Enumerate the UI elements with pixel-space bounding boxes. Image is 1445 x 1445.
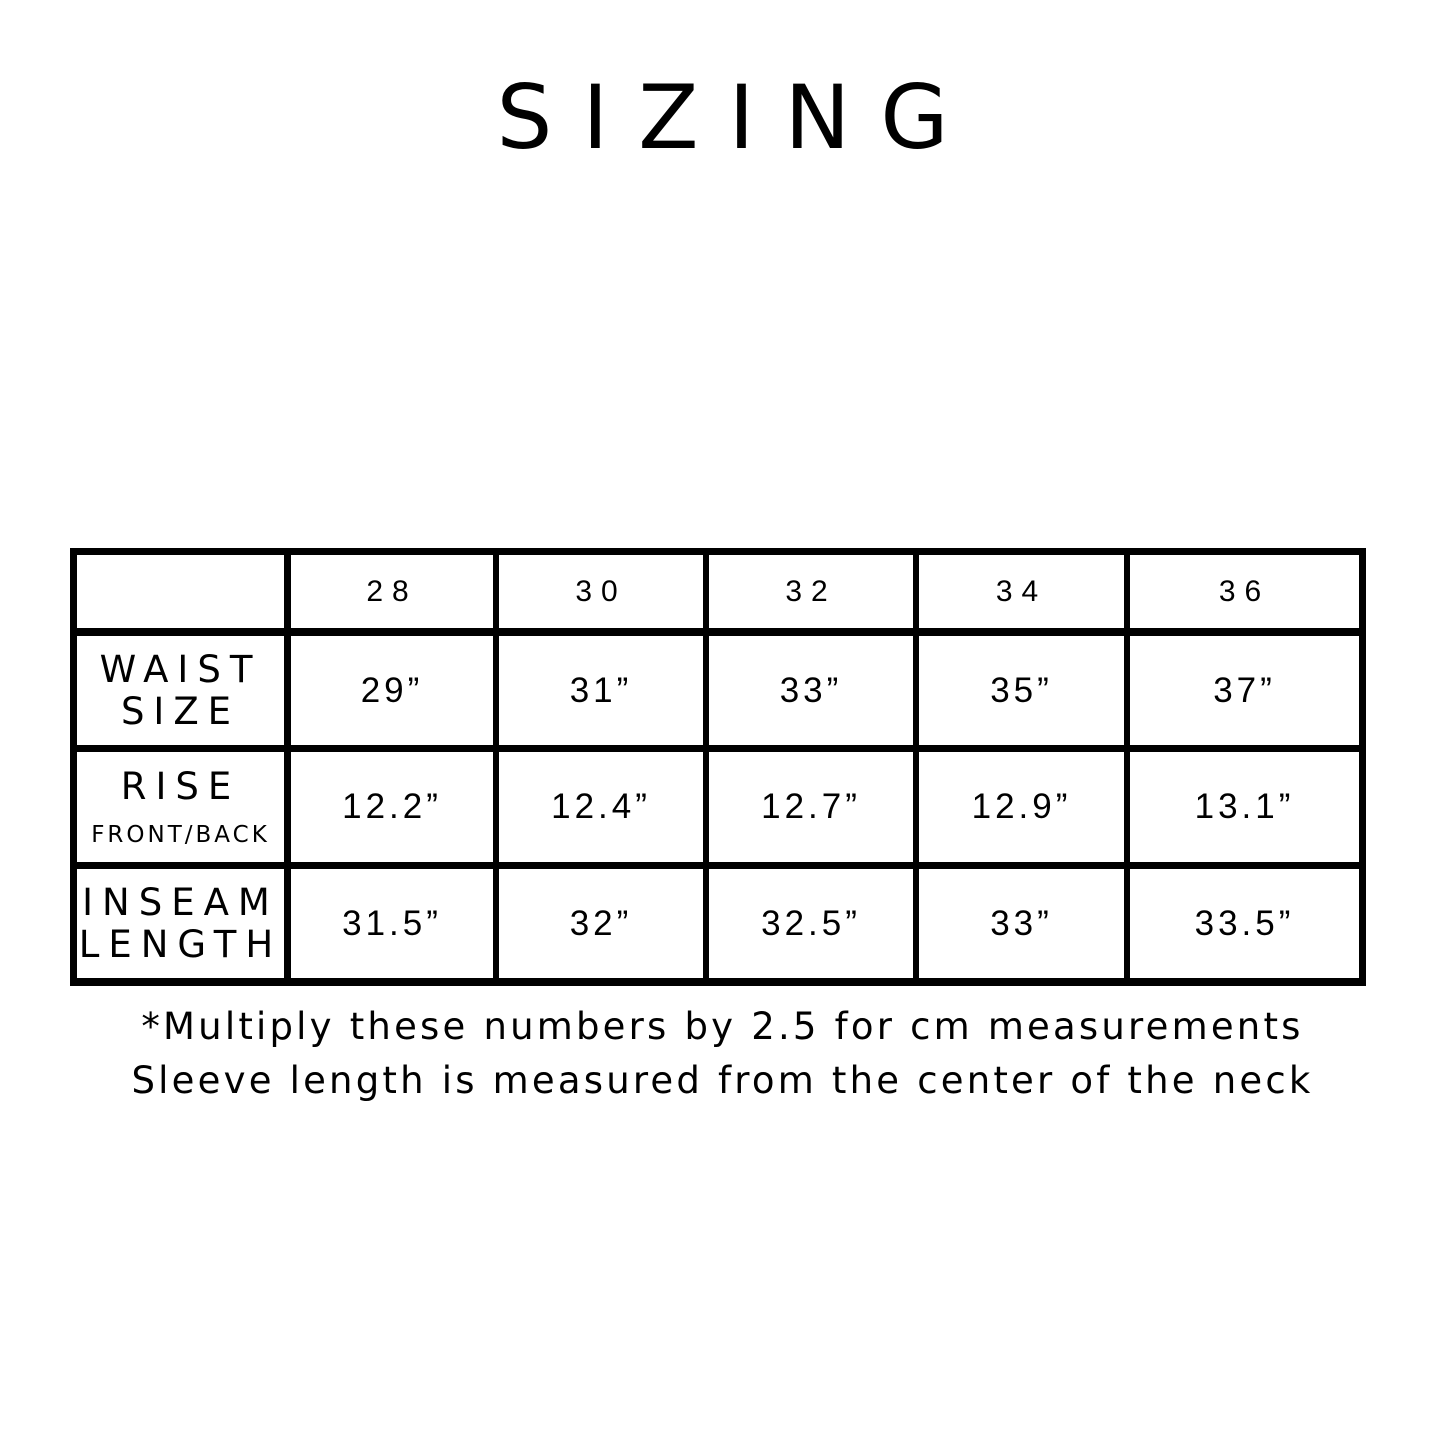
sleeve-length-note: Sleeve length is measured from the cente… [131,1059,1314,1102]
measurement-value: 12.9” [971,787,1072,826]
row-label: WAIST [99,647,262,691]
row-header: WAIST SIZE [77,636,284,745]
measurement-value: 37” [1213,670,1276,710]
table-cell: 31” [499,636,703,745]
row-header: INSEAM LENGTH [77,869,284,978]
row-label: RISE [120,765,241,808]
measurement-value: 33” [990,903,1053,943]
row-label: SIZE [120,689,241,733]
size-header: 34 [995,574,1048,608]
measurement-value: 12.2” [342,787,442,826]
measurement-value: 13.1” [1194,787,1295,826]
measurement-value: 31.5” [342,903,442,943]
table-cell: 33” [919,869,1124,978]
column-header: 36 [1130,555,1359,628]
cm-conversion-note: *Multiply these numbers by 2.5 for cm me… [141,1005,1304,1048]
column-header: 30 [499,555,703,628]
column-header: 28 [291,555,493,628]
column-header: 34 [919,555,1124,628]
table-cell: 33” [709,636,913,745]
row-label: INSEAM [82,880,279,924]
table-cell: 12.4” [499,752,703,862]
table-cell: 35” [919,636,1124,745]
table-cell: 12.2” [291,752,493,862]
row-sublabel: FRONT/BACK [91,822,270,848]
table-cell: 32.5” [709,869,913,978]
page-title: SIZING [496,66,979,169]
sizing-table: 28 30 32 34 36 WAIST SIZE 29” 31” 33” 35” 37” RISE FR… [70,548,1366,986]
table-cell: 13.1” [1130,752,1359,862]
table-cell: 37” [1130,636,1359,745]
row-label: LENGTH [78,922,283,966]
measurement-value: 33.5” [1194,903,1295,943]
measurement-value: 32.5” [761,903,861,943]
measurement-value: 29” [360,670,424,710]
corner-cell [77,555,284,628]
table-cell: 29” [291,636,493,745]
size-header: 30 [575,574,627,608]
table-cell: 12.7” [709,752,913,862]
measurement-value: 31” [569,670,633,710]
measurement-value: 32” [569,903,633,943]
column-header: 32 [709,555,913,628]
measurement-value: 33” [779,670,843,710]
table-cell: 31.5” [291,869,493,978]
size-header: 36 [1218,574,1271,608]
row-header: RISE FRONT/BACK [77,752,284,862]
size-header: 28 [366,574,418,608]
table-cell: 32” [499,869,703,978]
measurement-value: 12.7” [761,787,861,826]
size-header: 32 [785,574,837,608]
table-cell: 33.5” [1130,869,1359,978]
measurement-value: 12.4” [551,787,651,826]
measurement-value: 35” [990,670,1053,710]
table-cell: 12.9” [919,752,1124,862]
